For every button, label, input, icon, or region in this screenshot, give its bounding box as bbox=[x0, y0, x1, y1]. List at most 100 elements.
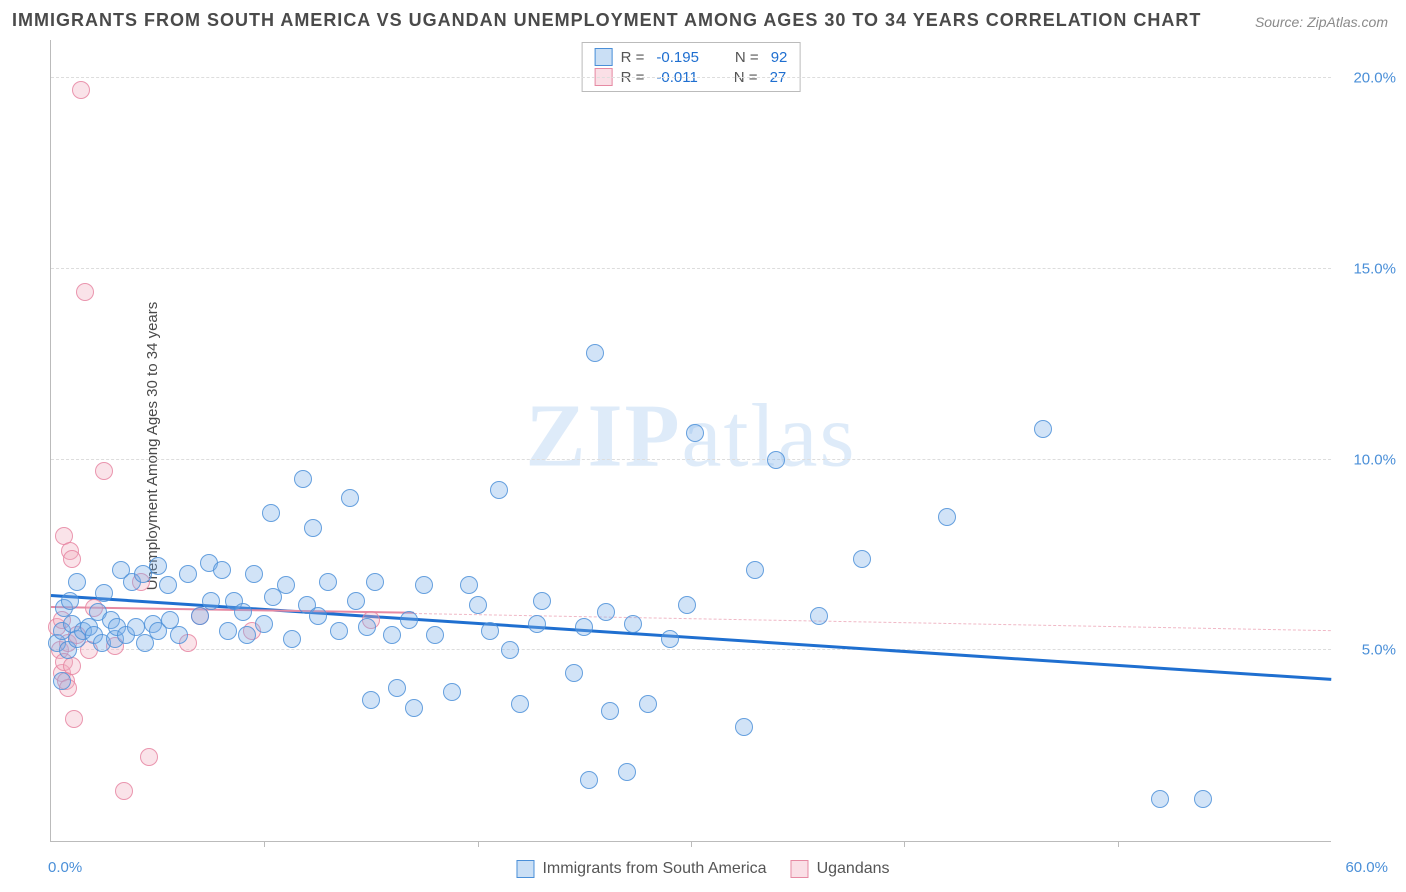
gridline bbox=[51, 649, 1331, 650]
data-point-ugandans bbox=[63, 550, 81, 568]
data-point-south-america bbox=[330, 622, 348, 640]
data-point-south-america bbox=[678, 596, 696, 614]
chart-title: IMMIGRANTS FROM SOUTH AMERICA VS UGANDAN… bbox=[12, 10, 1201, 31]
y-tick-label: 15.0% bbox=[1353, 260, 1396, 277]
data-point-south-america bbox=[405, 699, 423, 717]
data-point-south-america bbox=[575, 618, 593, 636]
y-tick-label: 10.0% bbox=[1353, 451, 1396, 468]
y-tick-label: 5.0% bbox=[1362, 642, 1396, 659]
data-point-ugandans bbox=[115, 782, 133, 800]
data-point-ugandans bbox=[65, 710, 83, 728]
data-point-south-america bbox=[624, 615, 642, 633]
data-point-south-america bbox=[219, 622, 237, 640]
data-point-south-america bbox=[238, 626, 256, 644]
data-point-south-america bbox=[95, 584, 113, 602]
data-point-south-america bbox=[661, 630, 679, 648]
r-label: R = bbox=[621, 49, 645, 66]
gridline bbox=[51, 459, 1331, 460]
n-value-a: 92 bbox=[771, 49, 788, 66]
swatch-series-a bbox=[516, 860, 534, 878]
gridline bbox=[51, 77, 1331, 78]
data-point-south-america bbox=[938, 508, 956, 526]
data-point-south-america bbox=[469, 596, 487, 614]
data-point-south-america bbox=[460, 576, 478, 594]
data-point-south-america bbox=[262, 504, 280, 522]
x-tick bbox=[478, 841, 479, 847]
series-legend: Immigrants from South America Ugandans bbox=[516, 860, 889, 878]
data-point-south-america bbox=[639, 695, 657, 713]
x-axis-min-label: 0.0% bbox=[48, 859, 82, 876]
x-tick bbox=[264, 841, 265, 847]
data-point-south-america bbox=[358, 618, 376, 636]
data-point-south-america bbox=[746, 561, 764, 579]
data-point-south-america bbox=[383, 626, 401, 644]
data-point-south-america bbox=[202, 592, 220, 610]
swatch-series-b bbox=[791, 860, 809, 878]
data-point-south-america bbox=[170, 626, 188, 644]
data-point-south-america bbox=[618, 763, 636, 781]
data-point-south-america bbox=[294, 470, 312, 488]
data-point-south-america bbox=[810, 607, 828, 625]
data-point-south-america bbox=[415, 576, 433, 594]
data-point-south-america bbox=[245, 565, 263, 583]
data-point-south-america bbox=[304, 519, 322, 537]
data-point-south-america bbox=[179, 565, 197, 583]
data-point-south-america bbox=[53, 672, 71, 690]
data-point-south-america bbox=[597, 603, 615, 621]
x-axis-max-label: 60.0% bbox=[1345, 859, 1388, 876]
y-tick-label: 20.0% bbox=[1353, 70, 1396, 87]
data-point-south-america bbox=[580, 771, 598, 789]
data-point-south-america bbox=[1151, 790, 1169, 808]
data-point-south-america bbox=[366, 573, 384, 591]
data-point-south-america bbox=[533, 592, 551, 610]
data-point-ugandans bbox=[140, 748, 158, 766]
x-tick bbox=[691, 841, 692, 847]
data-point-south-america bbox=[159, 576, 177, 594]
n-label: N = bbox=[735, 49, 759, 66]
data-point-south-america bbox=[490, 481, 508, 499]
data-point-south-america bbox=[501, 641, 519, 659]
legend-label-a: Immigrants from South America bbox=[542, 860, 766, 878]
data-point-ugandans bbox=[95, 462, 113, 480]
data-point-south-america bbox=[255, 615, 273, 633]
swatch-series-a bbox=[595, 48, 613, 66]
data-point-south-america bbox=[586, 344, 604, 362]
data-point-south-america bbox=[149, 557, 167, 575]
data-point-south-america bbox=[388, 679, 406, 697]
data-point-south-america bbox=[511, 695, 529, 713]
data-point-south-america bbox=[347, 592, 365, 610]
data-point-south-america bbox=[481, 622, 499, 640]
data-point-south-america bbox=[735, 718, 753, 736]
data-point-south-america bbox=[400, 611, 418, 629]
data-point-south-america bbox=[767, 451, 785, 469]
r-value-a: -0.195 bbox=[656, 49, 699, 66]
data-point-south-america bbox=[686, 424, 704, 442]
data-point-south-america bbox=[853, 550, 871, 568]
x-tick bbox=[904, 841, 905, 847]
data-point-south-america bbox=[283, 630, 301, 648]
data-point-south-america bbox=[565, 664, 583, 682]
data-point-south-america bbox=[601, 702, 619, 720]
gridline bbox=[51, 268, 1331, 269]
legend-label-b: Ugandans bbox=[817, 860, 890, 878]
data-point-south-america bbox=[426, 626, 444, 644]
data-point-south-america bbox=[362, 691, 380, 709]
data-point-south-america bbox=[68, 573, 86, 591]
plot-area: ZIPatlas R = -0.195 N = 92 R = -0.011 N … bbox=[50, 40, 1331, 842]
legend-item-series-a: Immigrants from South America bbox=[516, 860, 766, 878]
legend-row-series-a: R = -0.195 N = 92 bbox=[595, 47, 788, 67]
data-point-south-america bbox=[528, 615, 546, 633]
correlation-legend: R = -0.195 N = 92 R = -0.011 N = 27 bbox=[582, 42, 801, 92]
data-point-south-america bbox=[1194, 790, 1212, 808]
data-point-south-america bbox=[234, 603, 252, 621]
data-point-south-america bbox=[191, 607, 209, 625]
x-tick bbox=[1118, 841, 1119, 847]
data-point-south-america bbox=[277, 576, 295, 594]
legend-item-series-b: Ugandans bbox=[791, 860, 890, 878]
data-point-south-america bbox=[443, 683, 461, 701]
data-point-ugandans bbox=[76, 283, 94, 301]
data-point-south-america bbox=[341, 489, 359, 507]
data-point-ugandans bbox=[72, 81, 90, 99]
data-point-south-america bbox=[213, 561, 231, 579]
data-point-south-america bbox=[1034, 420, 1052, 438]
